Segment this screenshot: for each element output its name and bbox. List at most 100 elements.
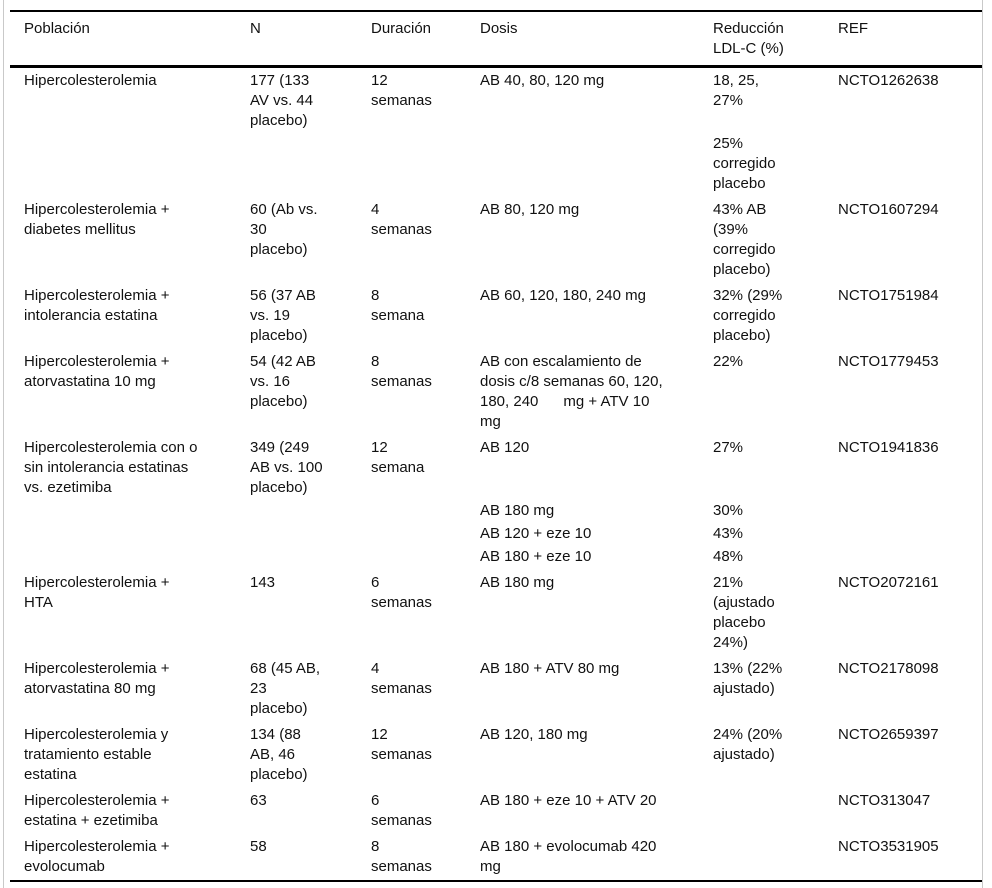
cell-dosis: AB 120 + eze 10	[466, 524, 699, 547]
cell-text-line: corregido	[713, 241, 776, 258]
cell-duracion: 12 semanas	[357, 722, 466, 788]
cell-poblacion: Hipercolesterolemia + diabetes mellitus	[10, 197, 236, 283]
cell-poblacion: Hipercolesterolemia y tratamiento estable…	[10, 722, 236, 788]
cell-text-line: AB 180 mg	[480, 574, 555, 591]
cell-text-line: NCTO1262638	[838, 72, 939, 89]
cell-text-line: placebo)	[250, 241, 308, 258]
cell-dosis: AB con escalamiento de dosis c/8 semanas …	[466, 349, 699, 435]
cell-text-line: 24% (20%	[713, 726, 783, 743]
cell-text-line: AB 120, 180 mg	[480, 726, 588, 743]
cell-text-line: placebo)	[713, 261, 771, 278]
cell-text-line: AB 180 mg	[480, 502, 555, 519]
cell-n: 134 (88 AB, 46 placebo)	[236, 722, 357, 788]
table-body: Hipercolesterolemia 177 (133 AV vs. 44 plac…	[10, 67, 982, 882]
cell-duracion	[357, 547, 466, 570]
cell-text-line: 180, 240 mg + ATV 10	[480, 393, 650, 410]
table-header: Población N Duración Dosis Reducción LDL-C (%…	[10, 11, 982, 68]
cell-dosis: AB 180 + evolocumab 420 mg	[466, 834, 699, 881]
cell-text-line: 30%	[713, 502, 744, 519]
cell-n	[236, 524, 357, 547]
cell-reduccion-ldl-c: 48%	[699, 547, 824, 570]
cell-text-line: AB 60, 120, 180, 240 mg	[480, 287, 646, 304]
cell-dosis	[466, 134, 699, 197]
column-header-dosis: Dosis	[466, 11, 699, 68]
cell-text-line: estatina	[24, 766, 77, 783]
cell-text-line: AB 180 + eze 10 + ATV 20	[480, 792, 657, 809]
cell-text-line: Hipercolesterolemia +	[24, 287, 170, 304]
cell-text-line: 349 (249	[250, 439, 310, 456]
cell-text-line: AB 40, 80, 120 mg	[480, 72, 605, 89]
cell-text-line: Hipercolesterolemia +	[24, 660, 170, 677]
cell-text-line: vs. 19	[250, 307, 291, 324]
cell-text-line: placebo)	[250, 479, 308, 496]
cell-text-line: 134 (88	[250, 726, 301, 743]
table-row: Hipercolesterolemia + atorvastatina 10 mg…	[10, 349, 982, 435]
cell-text-line: AB 80, 120 mg	[480, 201, 580, 218]
cell-ref	[824, 547, 982, 570]
cell-text-line: 21%	[713, 574, 744, 591]
cell-text-line: AB 180 + eze 10	[480, 548, 592, 565]
cell-n: 143	[236, 570, 357, 656]
cell-text-line: placebo)	[250, 327, 308, 344]
cell-text-line: 4	[371, 660, 380, 677]
cell-text-line: sin intolerancia estatinas	[24, 459, 189, 476]
cell-text-line: AB 120	[480, 439, 530, 456]
cell-poblacion: Hipercolesterolemia + atorvastatina 80 mg	[10, 656, 236, 722]
cell-text-line: 8	[371, 287, 380, 304]
cell-ref: NCTO1779453	[824, 349, 982, 435]
cell-text-line: 27%	[713, 92, 744, 109]
cell-text-line: placebo)	[250, 112, 308, 129]
cell-n: 58	[236, 834, 357, 881]
cell-ref: NCTO2659397	[824, 722, 982, 788]
cell-text-line: 43% AB	[713, 201, 767, 218]
cell-poblacion: Hipercolesterolemia	[10, 67, 236, 135]
cell-ref: NCTO1751984	[824, 283, 982, 349]
cell-poblacion: Hipercolesterolemia + atorvastatina 10 mg	[10, 349, 236, 435]
cell-text-line: vs. 16	[250, 373, 291, 390]
cell-text-line: NCTO2659397	[838, 726, 939, 743]
cell-text-line: intolerancia estatina	[24, 307, 158, 324]
cell-text-line: AV vs. 44	[250, 92, 314, 109]
cell-n	[236, 134, 357, 197]
cell-duracion: 8 semanas	[357, 834, 466, 881]
cell-text-line: 48%	[713, 548, 744, 565]
cell-duracion: 4 semanas	[357, 656, 466, 722]
cell-text-line: semanas	[371, 221, 432, 238]
cell-text-line: semanas	[371, 746, 432, 763]
cell-text-line: 56 (37 AB	[250, 287, 316, 304]
table-row: Hipercolesterolemia y tratamiento estable…	[10, 722, 982, 788]
cell-n	[236, 547, 357, 570]
cell-text-line: 63	[250, 792, 267, 809]
column-header-duracion: Duración	[357, 11, 466, 68]
cell-text-line: 4	[371, 201, 380, 218]
cell-ref: NCTO3531905	[824, 834, 982, 881]
cell-ref	[824, 524, 982, 547]
cell-text-line: dosis c/8 semanas 60, 120,	[480, 373, 663, 390]
cell-dosis: AB 80, 120 mg	[466, 197, 699, 283]
column-header-n: N	[236, 11, 357, 68]
cell-reduccion-ldl-c	[699, 788, 824, 834]
cell-reduccion-ldl-c: 25% corregido placebo	[699, 134, 824, 197]
header-text-line: LDL-C (%)	[713, 40, 784, 57]
cell-duracion	[357, 524, 466, 547]
cell-n: 60 (Ab vs. 30 placebo)	[236, 197, 357, 283]
cell-dosis: AB 180 mg	[466, 501, 699, 524]
cell-text-line: NCTO313047	[838, 792, 931, 809]
cell-ref: NCTO313047	[824, 788, 982, 834]
cell-text-line: NCTO1607294	[838, 201, 939, 218]
cell-text-line: 18, 25,	[713, 72, 759, 89]
cell-text-line: 8	[371, 838, 380, 855]
cell-poblacion: Hipercolesterolemia + estatina + ezetimib…	[10, 788, 236, 834]
cell-text-line: Hipercolesterolemia +	[24, 574, 170, 591]
cell-text-line: 60 (Ab vs.	[250, 201, 318, 218]
cell-n: 63	[236, 788, 357, 834]
cell-text-line: NCTO1751984	[838, 287, 939, 304]
cell-text-line: semanas	[371, 594, 432, 611]
cell-n: 349 (249 AB vs. 100 placebo)	[236, 435, 357, 501]
cell-text-line: 32% (29%	[713, 287, 783, 304]
cell-text-line: 58	[250, 838, 267, 855]
cell-text-line: 43%	[713, 525, 744, 542]
cell-dosis: AB 180 + eze 10 + ATV 20	[466, 788, 699, 834]
table-row-continuation: 25% corregido placebo	[10, 134, 982, 197]
